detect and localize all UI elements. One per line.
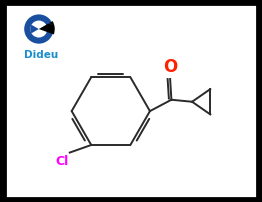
- Polygon shape: [45, 23, 54, 24]
- Circle shape: [24, 14, 53, 44]
- Wedge shape: [30, 25, 39, 33]
- Text: Dideu: Dideu: [24, 50, 58, 60]
- Text: O: O: [163, 58, 177, 76]
- Text: Cl: Cl: [55, 155, 68, 168]
- Wedge shape: [39, 21, 55, 35]
- Circle shape: [30, 21, 47, 38]
